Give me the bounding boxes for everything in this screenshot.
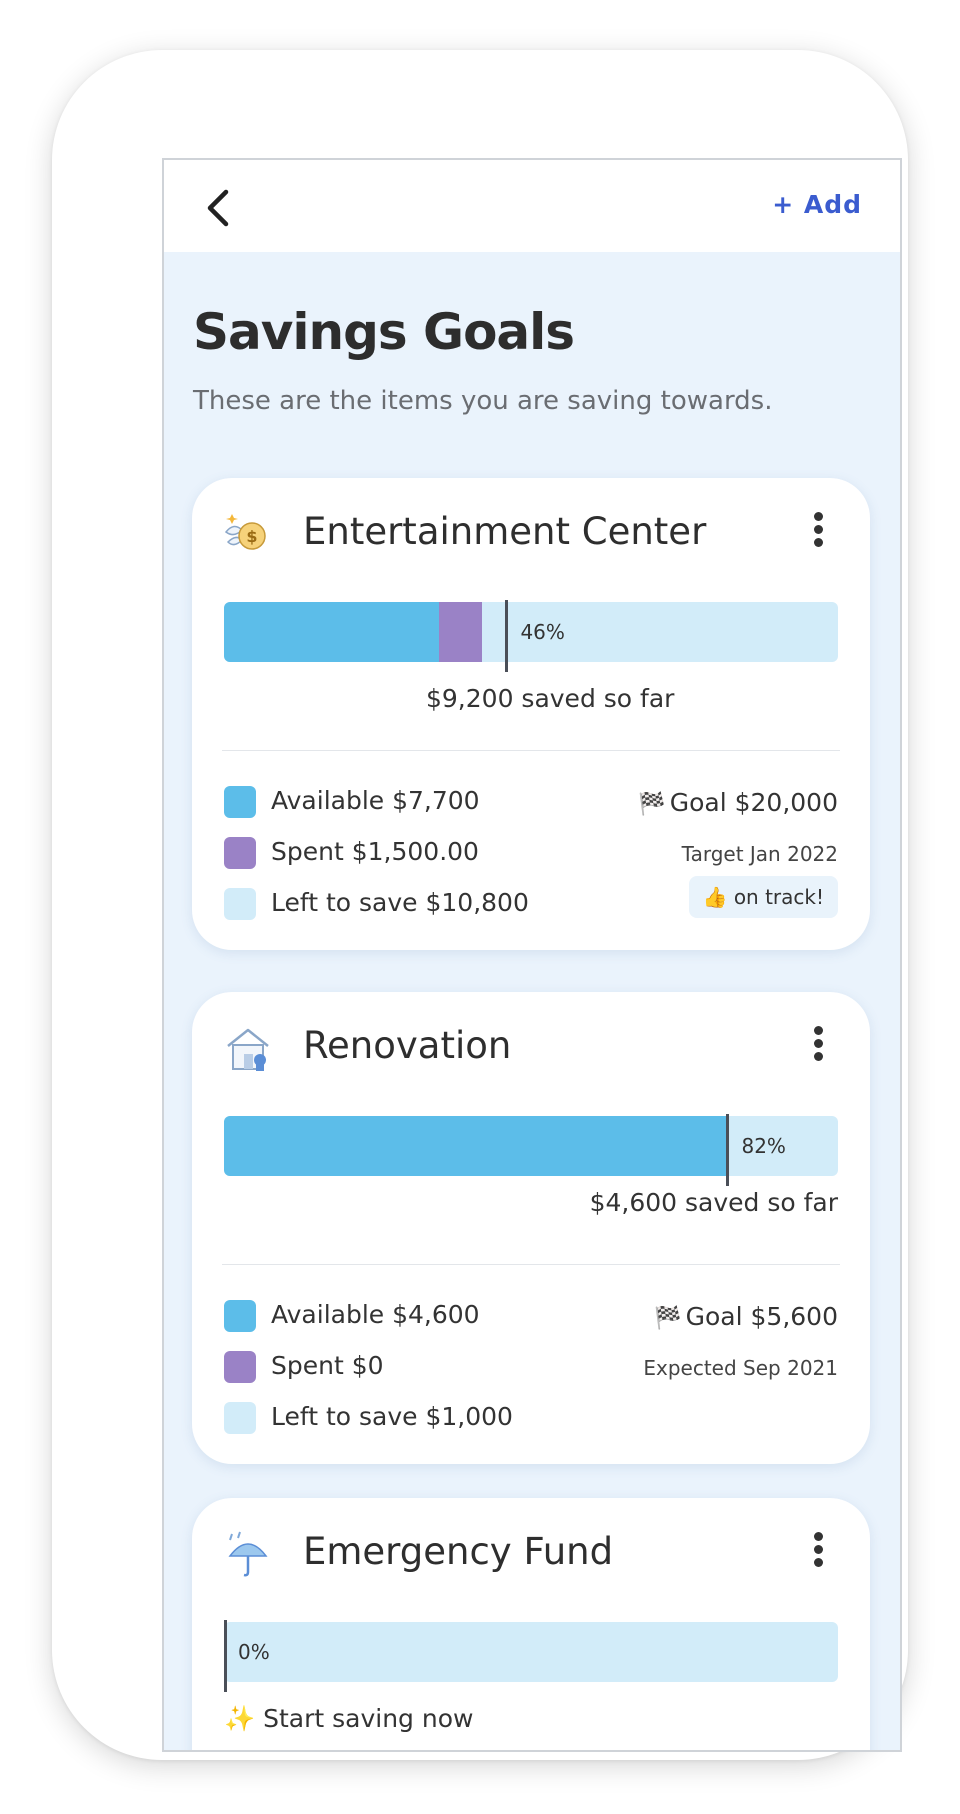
more-vertical-icon[interactable] xyxy=(812,512,824,548)
left-amount: Left to save $10,800 xyxy=(271,888,529,917)
card-divider xyxy=(222,750,840,751)
add-goal-button[interactable]: + Add xyxy=(772,190,862,219)
checkered-flag-icon: 🏁 xyxy=(638,792,666,817)
progress-bar: 46% xyxy=(224,600,838,672)
left-amount: Left to save $1,000 xyxy=(271,1402,513,1431)
progress-available-segment xyxy=(224,1116,728,1176)
house-icon xyxy=(227,1028,269,1071)
goal-card-renovation[interactable]: Renovation 82% $4,600 saved so far Avail… xyxy=(192,992,870,1464)
available-swatch xyxy=(224,786,256,818)
progress-bar: 82% xyxy=(224,1114,838,1186)
goal-title: Emergency Fund xyxy=(303,1530,614,1573)
spent-swatch xyxy=(224,837,256,869)
progress-marker xyxy=(726,1114,730,1186)
sparkles-icon: ✨ xyxy=(224,1704,256,1733)
progress-percent: 0% xyxy=(238,1640,270,1664)
target-date: Target Jan 2022 xyxy=(681,842,838,866)
progress-available-segment xyxy=(224,602,439,662)
page-title: Savings Goals xyxy=(193,303,575,361)
left-swatch xyxy=(224,888,256,920)
goal-title: Renovation xyxy=(303,1024,512,1067)
goal-title: Entertainment Center xyxy=(303,510,707,553)
back-chevron-icon[interactable] xyxy=(200,188,236,228)
saved-so-far: $9,200 saved so far xyxy=(426,684,675,713)
checkered-flag-icon: 🏁 xyxy=(654,1306,682,1331)
svg-text:$: $ xyxy=(246,527,257,546)
goal-amount: 🏁 Goal $20,000 xyxy=(638,788,838,817)
app-screen: + Add Savings Goals These are the items … xyxy=(162,158,902,1752)
money-with-wings-icon: $ xyxy=(224,514,266,550)
spent-amount: Spent $1,500.00 xyxy=(271,837,479,866)
goal-amount: 🏁 Goal $5,600 xyxy=(654,1302,838,1331)
thumbs-up-icon: 👍 xyxy=(702,885,728,909)
goal-amount-label: Goal $5,600 xyxy=(685,1302,838,1331)
phone-frame: + Add Savings Goals These are the items … xyxy=(52,50,908,1760)
available-amount: Available $4,600 xyxy=(271,1300,480,1329)
more-vertical-icon[interactable] xyxy=(812,1532,824,1568)
progress-spent-segment xyxy=(438,602,482,662)
page-subtitle: These are the items you are saving towar… xyxy=(193,386,773,416)
start-saving-label: Start saving now xyxy=(263,1704,474,1733)
goal-card-entertainment-center[interactable]: $ Entertainment Center 46% $9,200 saved … xyxy=(192,478,870,950)
progress-percent: 46% xyxy=(520,620,565,644)
progress-marker xyxy=(224,1620,227,1692)
progress-percent: 82% xyxy=(741,1134,786,1158)
saved-so-far: $4,600 saved so far xyxy=(589,1188,838,1217)
progress-bar: 0% xyxy=(224,1620,838,1692)
goal-amount-label: Goal $20,000 xyxy=(669,788,838,817)
spent-amount: Spent $0 xyxy=(271,1351,384,1380)
progress-marker xyxy=(505,600,509,672)
left-swatch xyxy=(224,1402,256,1434)
expected-date: Expected Sep 2021 xyxy=(643,1356,838,1380)
status-label: on track! xyxy=(733,885,824,909)
top-bar: + Add xyxy=(164,160,900,252)
start-saving-prompt[interactable]: ✨ Start saving now xyxy=(224,1704,473,1734)
card-divider xyxy=(222,1264,840,1265)
more-vertical-icon[interactable] xyxy=(812,1026,824,1062)
spent-swatch xyxy=(224,1351,256,1383)
available-amount: Available $7,700 xyxy=(271,786,480,815)
available-swatch xyxy=(224,1300,256,1332)
status-badge: 👍 on track! xyxy=(688,876,838,918)
umbrella-rain-icon xyxy=(228,1531,268,1577)
goal-card-emergency-fund[interactable]: Emergency Fund 0% ✨ Start saving now xyxy=(192,1498,870,1750)
